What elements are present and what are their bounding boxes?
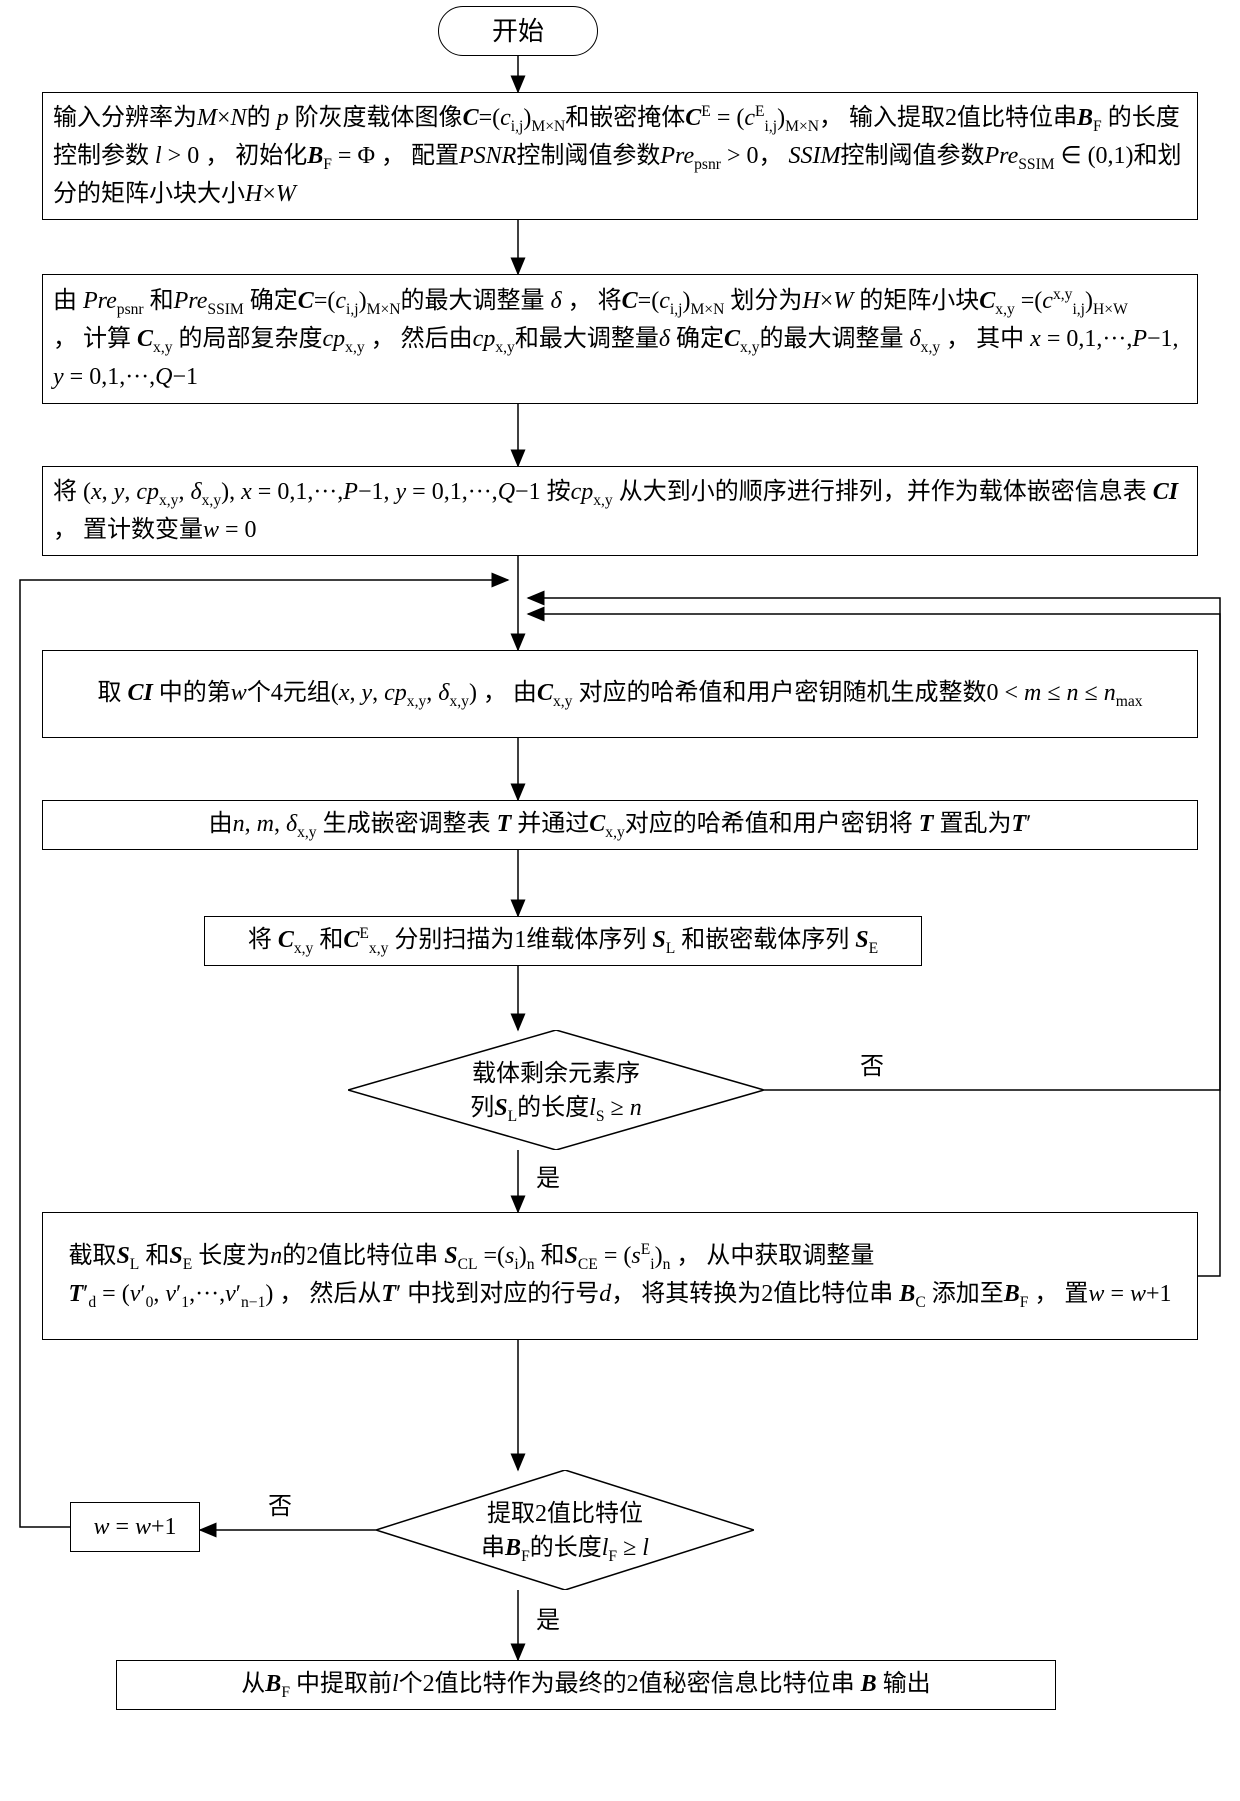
process-compute-delta: 由 Prepsnr 和PreSSIM 确定C=(ci,j)M×N的最大调整量 δ…	[42, 274, 1198, 404]
process-scan-1d: 将 Cx,y 和CEx,y 分别扫描为1维载体序列 SL 和嵌密载体序列 SE	[204, 916, 922, 966]
decision-lf-ge-l-text: 提取2值比特位串BF的长度lF ≥ l	[376, 1498, 754, 1567]
process-compute-delta-text: 由 Prepsnr 和PreSSIM 确定C=(ci,j)M×N的最大调整量 δ…	[53, 283, 1187, 395]
process-pick-tuple-text: 取 CI 中的第w个4元组(x, y, cpx,y, δx,y) ， 由Cx,y…	[97, 675, 1142, 713]
d2-yes-label: 是	[536, 1600, 560, 1635]
process-pick-tuple: 取 CI 中的第w个4元组(x, y, cpx,y, δx,y) ， 由Cx,y…	[42, 650, 1198, 738]
process-sort-ci-text: 将 (x, y, cpx,y, δx,y), x = 0,1,···,P−1, …	[53, 474, 1187, 548]
process-build-t-text: 由n, m, δx,y 生成嵌密调整表 T 并通过Cx,y对应的哈希值和用户密钥…	[209, 806, 1032, 844]
d2-no-label: 否	[268, 1486, 292, 1521]
decision-ls-ge-n-text: 载体剩余元素序列SL的长度lS ≥ n	[348, 1058, 764, 1127]
start-terminator: 开始	[438, 6, 598, 56]
process-build-t: 由n, m, δx,y 生成嵌密调整表 T 并通过Cx,y对应的哈希值和用户密钥…	[42, 800, 1198, 850]
process-increment-w: w = w+1	[70, 1502, 200, 1552]
start-label: 开始	[492, 12, 544, 51]
process-extract-bc-text: 截取SL 和SE 长度为n的2值比特位串 SCL =(si)n 和SCE = (…	[68, 1238, 1171, 1314]
process-sort-ci: 将 (x, y, cpx,y, δx,y), x = 0,1,···,P−1, …	[42, 466, 1198, 556]
process-output-b: 从BF 中提取前l个2值比特作为最终的2值秘密信息比特位串 B 输出	[116, 1660, 1056, 1710]
process-input-text: 输入分辨率为M×N的 p 阶灰度载体图像C=(ci,j)M×N和嵌密掩体CE =…	[53, 100, 1187, 212]
d1-yes-label: 是	[536, 1158, 560, 1193]
process-increment-w-text: w = w+1	[93, 1509, 176, 1545]
process-extract-bc: 截取SL 和SE 长度为n的2值比特位串 SCL =(si)n 和SCE = (…	[42, 1212, 1198, 1340]
process-output-b-text: 从BF 中提取前l个2值比特作为最终的2值秘密信息比特位串 B 输出	[241, 1666, 930, 1704]
process-scan-1d-text: 将 Cx,y 和CEx,y 分别扫描为1维载体序列 SL 和嵌密载体序列 SE	[248, 922, 878, 960]
d1-no-label: 否	[860, 1046, 884, 1081]
decision-ls-ge-n: 载体剩余元素序列SL的长度lS ≥ n	[348, 1030, 764, 1150]
decision-lf-ge-l: 提取2值比特位串BF的长度lF ≥ l	[376, 1470, 754, 1590]
process-input: 输入分辨率为M×N的 p 阶灰度载体图像C=(ci,j)M×N和嵌密掩体CE =…	[42, 92, 1198, 220]
flowchart-canvas: 开始 输入分辨率为M×N的 p 阶灰度载体图像C=(ci,j)M×N和嵌密掩体C…	[0, 0, 1240, 1801]
